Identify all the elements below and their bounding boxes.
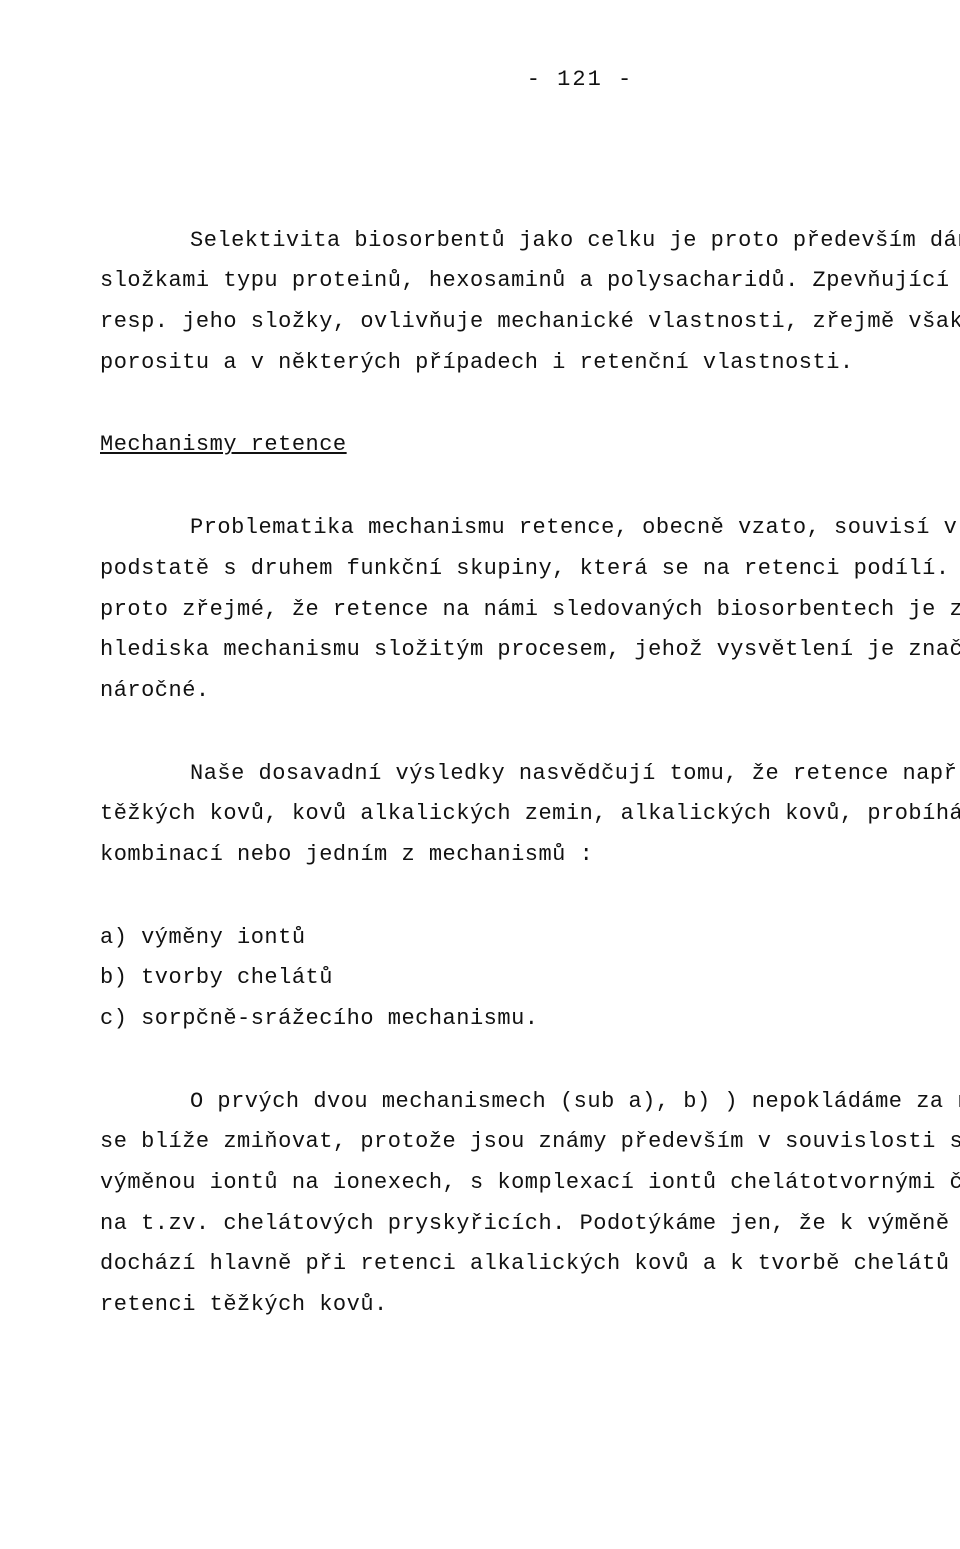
paragraph-3-lead: Naše dosavadní výsledky nasvědčují tomu,… [100, 754, 960, 876]
paragraph-1: Selektivita biosorbentů jako celku je pr… [100, 221, 960, 384]
list-item-c: c) sorpčně-srážecího mechanismu. [100, 999, 960, 1040]
paragraph-2: Problematika mechanismu retence, obecně … [100, 508, 960, 711]
page-number: - 121 - [100, 60, 960, 101]
paragraph-4: O prvých dvou mechanismech (sub a), b) )… [100, 1082, 960, 1326]
mechanism-list: a) výměny iontů b) tvorby chelátů c) sor… [100, 918, 960, 1040]
list-item-b: b) tvorby chelátů [100, 958, 960, 999]
list-item-a: a) výměny iontů [100, 918, 960, 959]
section-heading: Mechanismy retence [100, 425, 960, 466]
